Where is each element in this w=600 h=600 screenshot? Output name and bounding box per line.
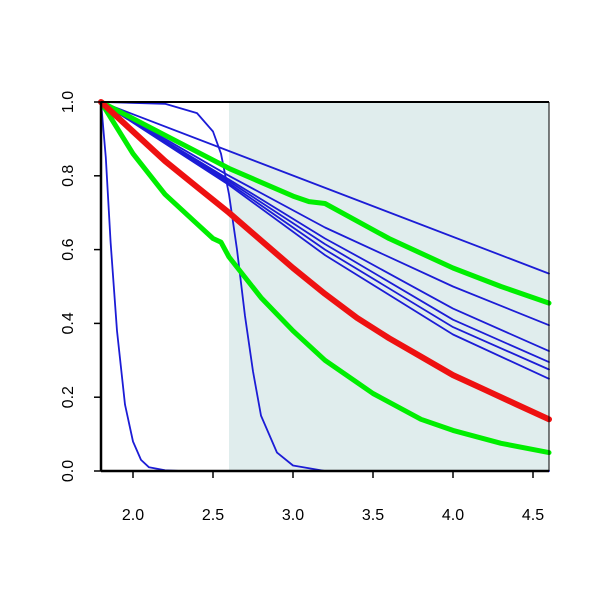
x-tick-label: 4.5 bbox=[522, 507, 544, 524]
series-line-6-blue bbox=[100, 101, 550, 364]
y-tick-label: 0.6 bbox=[60, 238, 77, 260]
y-tick-label: 0.2 bbox=[60, 386, 77, 408]
series-line-9-green bbox=[98, 99, 552, 306]
y-tick-label: 0.0 bbox=[60, 460, 77, 482]
series-line-10-green bbox=[98, 99, 552, 456]
y-tick-label: 1.0 bbox=[60, 91, 77, 113]
series-line-11-red bbox=[98, 99, 552, 423]
x-tick-label: 2.0 bbox=[122, 507, 144, 524]
y-tick-label: 0.8 bbox=[60, 165, 77, 187]
y-tick-label: 0.4 bbox=[60, 312, 77, 334]
series-line-3-blue bbox=[100, 101, 550, 275]
x-tick-label: 3.0 bbox=[282, 507, 304, 524]
x-tick-label: 3.5 bbox=[362, 507, 384, 524]
series-line-4-blue bbox=[100, 101, 550, 327]
series-layer bbox=[98, 99, 552, 472]
x-tick-label: 2.5 bbox=[202, 507, 224, 524]
series-line-7-blue bbox=[100, 101, 550, 371]
axes-layer: 2.0 2.5 3.0 3.5 4.0 4.5 0.0 0.2 0.4 0.6 0.8 1.0 bbox=[60, 91, 550, 524]
x-tick-label: 4.0 bbox=[442, 507, 464, 524]
series-line-8-blue bbox=[100, 101, 550, 380]
series-line-2-blue bbox=[100, 101, 550, 472]
series-line-5-blue bbox=[100, 101, 550, 353]
